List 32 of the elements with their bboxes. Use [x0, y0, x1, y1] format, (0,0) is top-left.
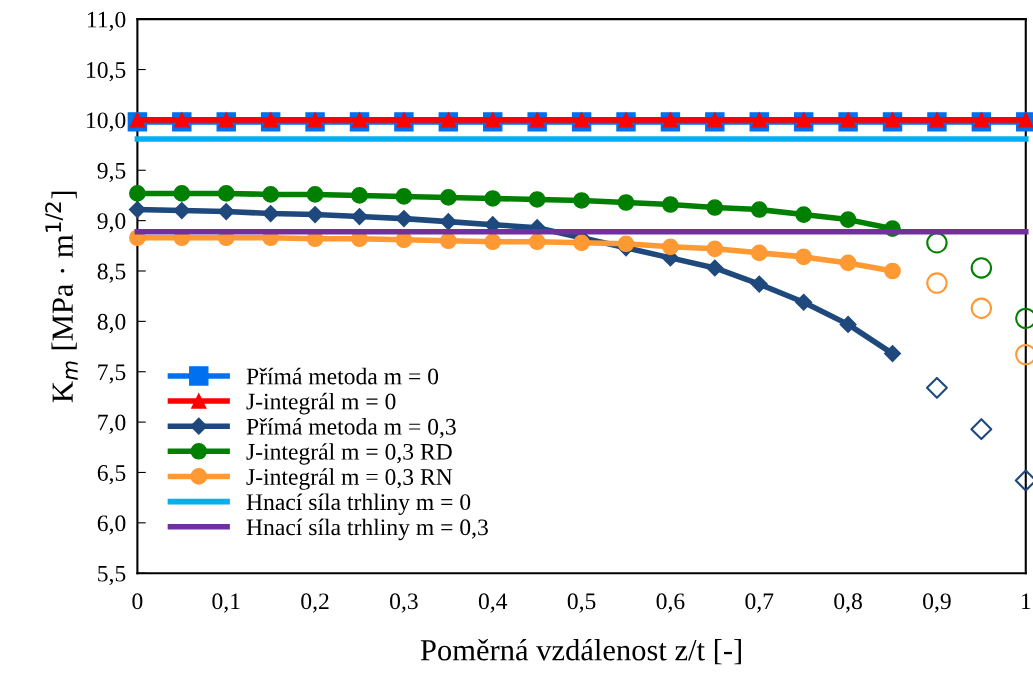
- legend-label: Hnací síla trhliny m = 0: [246, 493, 471, 515]
- x-tick-label: 0,3: [390, 593, 418, 613]
- y-tick-label: 5,5: [98, 565, 126, 586]
- y-axis-title: K$_{m}$ [MPa · m$^{1/2}$]: [45, 191, 78, 403]
- y-tick-label: 6,0: [97, 515, 126, 535]
- x-axis-title: Poměrná vzdálenost z/t [-]: [420, 638, 741, 665]
- x-tick-label: 0,7: [745, 593, 774, 613]
- legend-label: Hnací síla trhliny m = 0,3: [246, 518, 488, 541]
- x-tick-label: 0,8: [834, 593, 862, 613]
- legend-label: Přímá metoda m = 0,3: [246, 418, 456, 439]
- y-tick-label: 9,0: [97, 213, 126, 233]
- y-tick-label: 10,0: [87, 112, 126, 132]
- y-tick-label: 8,0: [97, 313, 126, 334]
- y-tick-label: 9,5: [97, 162, 126, 183]
- x-tick-label: 0,4: [478, 593, 508, 613]
- x-tick-label: 0,2: [301, 593, 329, 613]
- legend-label: Přímá metoda m = 0: [246, 367, 439, 385]
- legend-label: J-integrál m = 0,3 RN: [246, 468, 453, 490]
- y-tick-label: 7,0: [98, 414, 126, 434]
- x-tick-label: 0,5: [567, 593, 596, 613]
- y-tick-label: 7,5: [98, 364, 126, 384]
- y-tick-label: 11,0: [87, 11, 126, 31]
- x-tick-label: 0,6: [656, 593, 685, 613]
- legend-label: J-integrál m = 0,3 RD: [246, 443, 452, 465]
- y-tick-label: 8,5: [97, 263, 126, 283]
- y-tick-label: 10,5: [87, 62, 126, 82]
- legend-label: J-integrál m = 0: [246, 392, 396, 415]
- x-tick-label: 0,1: [212, 593, 240, 613]
- y-tick-label: 6,5: [97, 465, 126, 485]
- x-tick-label: 0,9: [923, 593, 951, 613]
- x-tick-label: 1: [1021, 593, 1031, 610]
- x-tick-label: 0: [132, 593, 143, 610]
